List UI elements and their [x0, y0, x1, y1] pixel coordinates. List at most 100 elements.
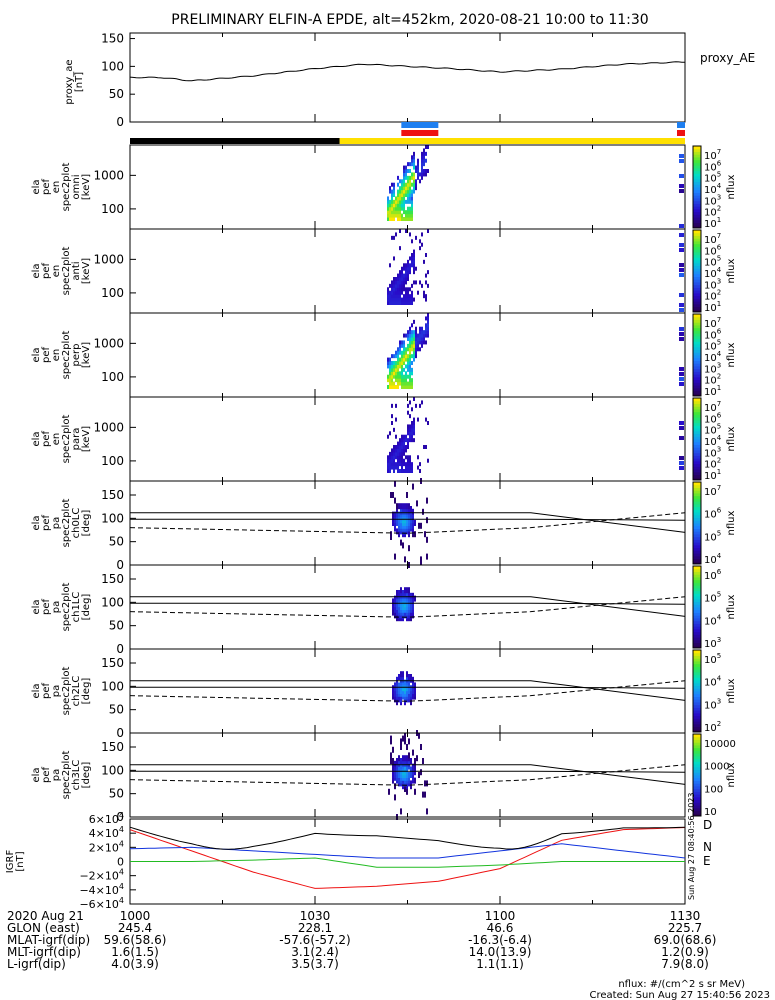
colorbar-segment: [693, 279, 701, 283]
spectrogram-pixel: [424, 780, 426, 787]
spectrogram-pixel: [393, 189, 395, 194]
spectrogram-pixel: [409, 424, 411, 429]
colorbar-frame: [692, 733, 702, 817]
spectrogram-pixel: [397, 441, 399, 446]
spectrogram-pixel: [405, 445, 407, 449]
spectrogram-pixel: [409, 462, 411, 467]
spectrogram-pixel: [391, 455, 393, 460]
colorbar-segment: [693, 222, 701, 226]
spectrogram-pixel: [413, 431, 415, 436]
pitch-y-label-line: [deg]: [81, 762, 92, 789]
colorbar-segment: [693, 775, 701, 779]
spectrogram-pixel: [409, 193, 411, 197]
spectrogram-pixel: [405, 347, 407, 352]
spectrogram-pixel: [391, 354, 393, 359]
spectrogram-pixel: [394, 682, 396, 689]
spectrogram-pixel: [411, 206, 413, 211]
pitch-y-tick-label: 0: [116, 726, 124, 740]
energy-y-tick-label: 100: [101, 370, 124, 384]
ae-y-label: proxy_ae [nT]: [64, 59, 85, 104]
spectrogram-pixel: [403, 266, 405, 271]
science-zone-bar: [677, 130, 685, 136]
spectrogram-pixel: [395, 232, 397, 237]
spectrogram-pixel: [391, 294, 393, 299]
spectrogram-pixel: [401, 182, 403, 187]
igrf-y-label: IGRF [nT]: [5, 850, 26, 874]
spectrogram-pixel: [395, 417, 397, 422]
spectrogram-pixel: [425, 273, 427, 278]
spectrogram-pixel: [403, 354, 405, 359]
ephemeris-value: 1.2(0.9): [661, 945, 709, 959]
spectrogram-pixel: [393, 301, 395, 305]
pitch-y-tick-label: 150: [101, 740, 124, 754]
spectrogram-pixel: [397, 273, 399, 278]
colorbar-segment: [693, 232, 701, 236]
spectrogram-pixel: [395, 199, 397, 204]
colorbar-segment: [693, 777, 701, 781]
ephemeris-value: 1100: [485, 909, 516, 923]
spectrogram-pixel: [397, 361, 399, 365]
spectrogram-pixel: [413, 424, 415, 429]
spectrogram-pixel: [408, 752, 410, 759]
spectrogram-pixel: [391, 199, 393, 204]
colorbar-segment: [693, 704, 701, 708]
spectrogram-pixel: [405, 182, 407, 187]
spectrogram-pixel: [389, 465, 391, 470]
spectrogram-pixel: [387, 206, 389, 211]
spectrogram-pixel: [401, 451, 403, 456]
igrf-y-tick-label: −2×104: [79, 868, 124, 883]
spectrogram-pixel: [412, 763, 414, 770]
colorbar-segment: [693, 615, 701, 619]
colorbar-segment: [693, 528, 701, 532]
colorbar-segment: [693, 154, 701, 158]
spectrogram-pixel: [400, 508, 402, 515]
spectrogram-pixel: [406, 755, 408, 762]
spectrogram-pixel: [391, 287, 393, 292]
pitch-y-label: ela pef pa spec2plot ch0LC [deg]: [31, 499, 92, 548]
spectrogram-pixel: [417, 158, 419, 163]
spectrogram-pixel: [399, 361, 401, 365]
spectrogram-pixel: [423, 148, 425, 153]
pitch-y-label-line: ela: [31, 683, 42, 698]
spectrogram-pixel: [427, 458, 429, 463]
spectrogram-pixel: [405, 438, 407, 443]
colorbar-segment: [693, 677, 701, 681]
spectrogram-pixel: [387, 385, 389, 389]
spectrogram-pixel: [411, 462, 413, 467]
spectrogram-pixel: [393, 451, 395, 456]
spectrogram-pixel: [408, 693, 410, 700]
colorbar-segment: [693, 666, 701, 670]
spectrogram-pixel: [407, 270, 409, 275]
colorbar-segment: [693, 444, 701, 448]
spectrogram-pixel: [409, 169, 411, 173]
spectrogram-pixel: [413, 337, 415, 341]
spectrogram-pixel: [417, 172, 419, 177]
spectrogram-pixel: [409, 337, 411, 341]
spectrogram-pixel: [399, 199, 401, 204]
colorbar-segment: [693, 314, 701, 318]
spectrogram-pixel: [679, 243, 684, 247]
spectrogram-pixel: [389, 385, 391, 389]
spectrogram-pixel: [402, 780, 404, 787]
spectrogram-pixel: [405, 186, 407, 191]
spectrogram-pixel: [425, 158, 427, 163]
colorbar-tick-label: 102: [704, 720, 721, 734]
colorbar-segment: [693, 181, 701, 185]
ephemeris-value: 7.9(8.0): [661, 957, 709, 971]
spectrogram-pixel: [405, 371, 407, 376]
spectrogram-pixel: [421, 158, 423, 163]
spectrogram-pixel: [399, 229, 401, 233]
spectrogram-pixel: [393, 374, 395, 379]
colorbar-segment: [693, 660, 701, 665]
spectrogram-pixel: [393, 294, 395, 299]
spectrogram-pixel: [411, 347, 413, 352]
spectrogram-pixel: [417, 162, 419, 167]
pitch-y-label-line: pa: [51, 601, 62, 613]
spectrogram-pixel: [400, 744, 402, 750]
colorbar-segment: [693, 539, 701, 543]
colorbar-frame: [692, 649, 702, 733]
spectrogram-pixel: [405, 277, 407, 281]
spectrogram-pixel: [400, 587, 402, 594]
colorbar-tick-label: 105: [704, 423, 721, 437]
